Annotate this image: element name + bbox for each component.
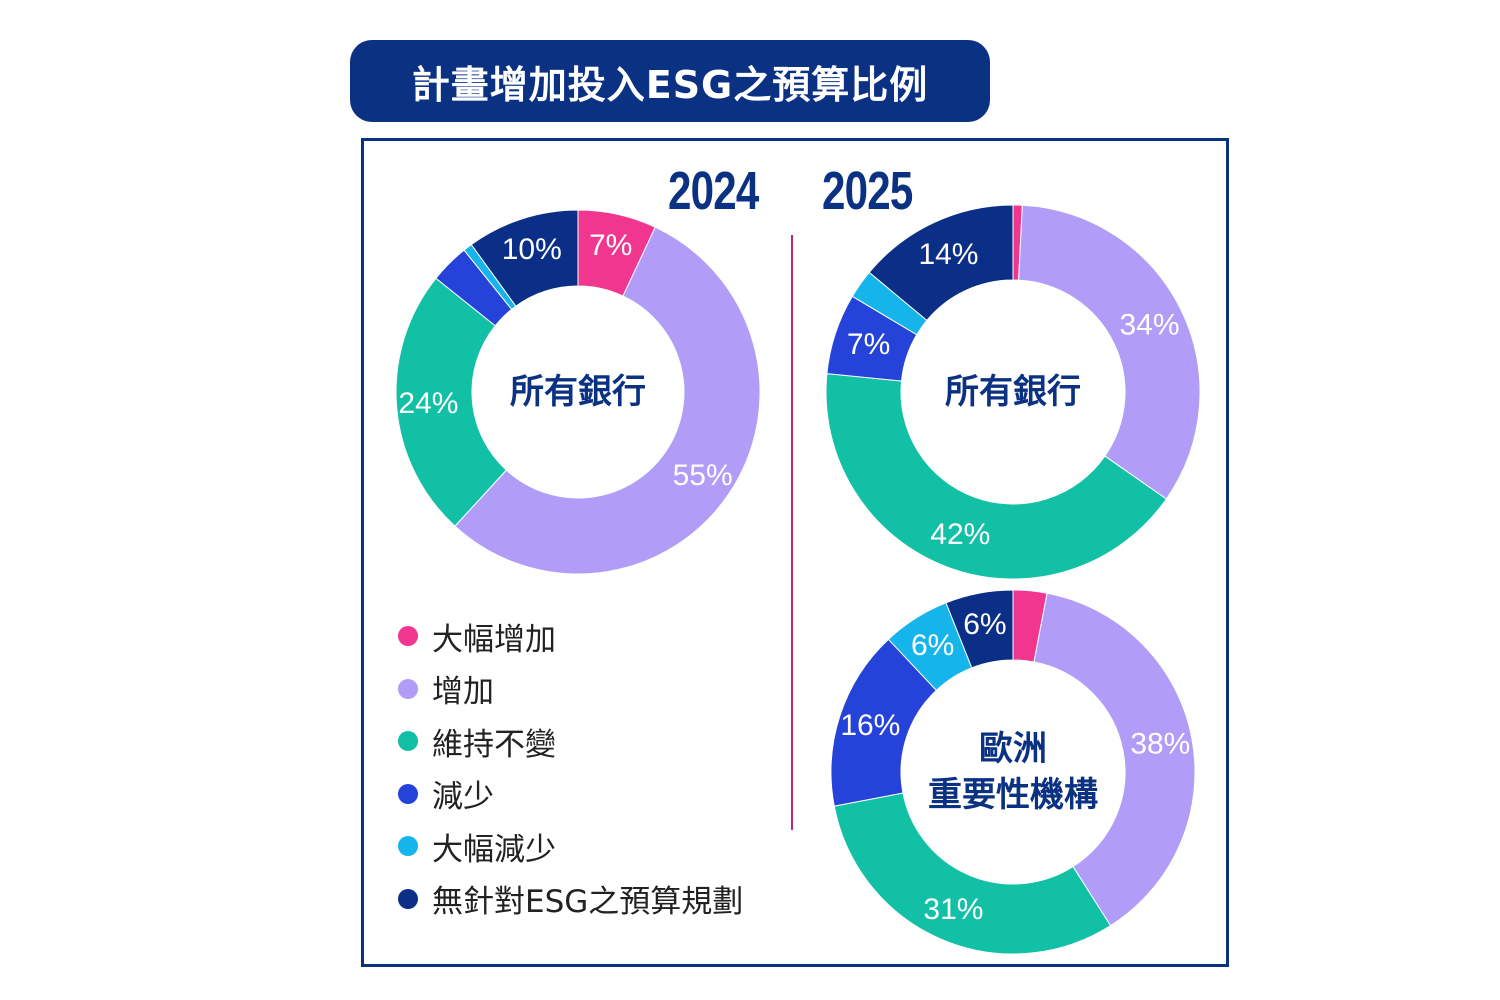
legend-item: 大幅減少: [398, 820, 743, 873]
legend-label: 維持不變: [432, 726, 556, 763]
legend-label: 大幅減少: [432, 831, 556, 868]
legend-swatch-icon: [398, 888, 418, 909]
segment-value-label: 42%: [930, 518, 990, 551]
donut-center-label: 重要性機構: [928, 775, 1098, 815]
donut-center-label: 所有銀行: [510, 372, 646, 412]
donut-center-label: 所有銀行: [945, 372, 1081, 412]
segment-value-label: 14%: [918, 238, 978, 271]
legend-label: 增加: [432, 674, 494, 711]
legend-label: 無針對ESG之預算規劃: [432, 884, 744, 921]
legend-swatch-icon: [398, 678, 418, 699]
donut-segment: [833, 792, 1112, 955]
year-divider: [791, 235, 793, 830]
legend-label: 減少: [432, 779, 494, 816]
donut-segment: [868, 204, 1014, 322]
legend-item: 無針對ESG之預算規劃: [398, 873, 743, 926]
chart-frame: [361, 138, 1229, 967]
segment-value-label: 31%: [923, 893, 983, 926]
donut-segment: [470, 209, 579, 307]
segment-value-label: 38%: [1130, 727, 1190, 760]
segment-value-label: 16%: [840, 709, 900, 742]
segment-value-label: 34%: [1119, 309, 1179, 342]
segment-value-label: 7%: [847, 328, 890, 361]
legend-item: 維持不變: [398, 715, 743, 768]
donut-segment: [945, 589, 1014, 669]
legend-swatch-icon: [398, 731, 418, 752]
segment-value-label: 6%: [963, 608, 1006, 641]
year-label-2024: 2024: [668, 161, 759, 221]
donut-segment: [1018, 204, 1201, 500]
legend-swatch-icon: [398, 783, 418, 804]
segment-value-label: 7%: [589, 229, 632, 262]
segment-value-label: 10%: [502, 233, 562, 266]
donut-segment: [1033, 592, 1196, 927]
legend-item: 增加: [398, 663, 743, 716]
legend: 大幅增加 增加 維持不變 減少 大幅減少 無針對ESG之預算規劃: [398, 610, 743, 925]
chart-title: 計畫增加投入ESG之預算比例: [350, 40, 990, 122]
legend-swatch-icon: [398, 836, 418, 857]
donut-segment: [454, 226, 761, 575]
donut-center-label: 歐洲: [979, 729, 1047, 769]
segment-value-label: 24%: [398, 387, 458, 420]
donut-segment: [825, 373, 1168, 580]
legend-item: 大幅增加: [398, 610, 743, 663]
donut-segment: [395, 277, 508, 527]
segment-value-label: 6%: [911, 629, 954, 662]
legend-item: 減少: [398, 768, 743, 821]
segment-value-label: 55%: [673, 459, 733, 492]
year-label-2025: 2025: [822, 161, 913, 221]
legend-swatch-icon: [398, 626, 418, 647]
legend-label: 大幅增加: [432, 621, 556, 658]
